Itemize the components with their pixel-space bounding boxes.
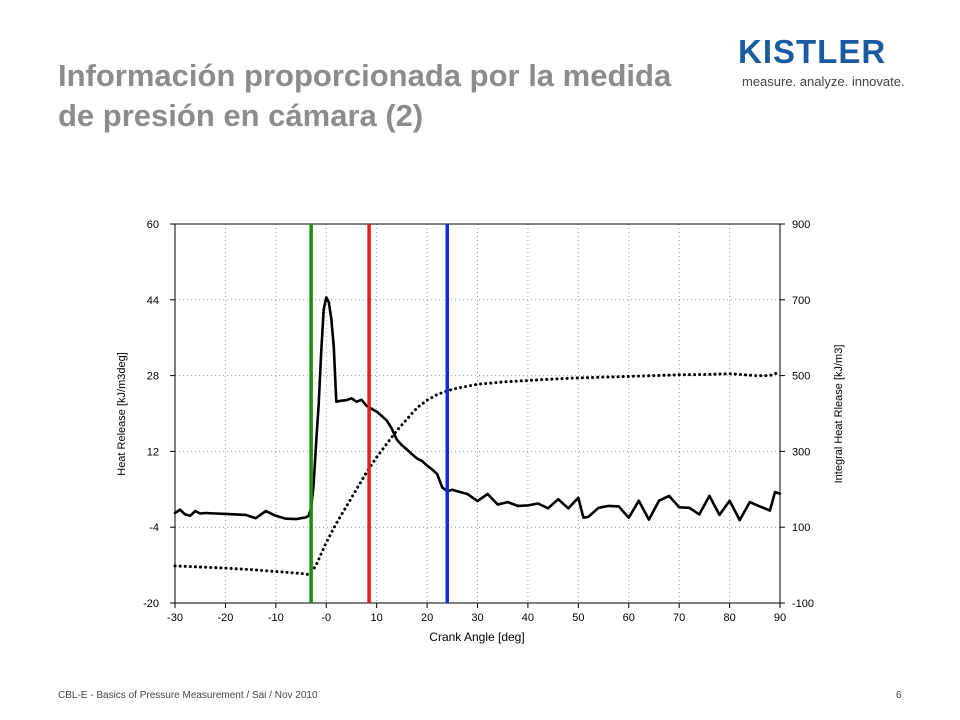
y2-tick-label: 700 — [792, 295, 810, 307]
heat-release-chart: -30 -20 -10 -0 10 20 30 40 50 60 70 80 90 60 44 28 12 -4… — [116, 219, 845, 644]
y-tick-label: -4 — [149, 522, 159, 534]
y2-axis-label: Integral Heat Rlease [kJ/m3] — [833, 345, 845, 484]
y-tick-label: 44 — [147, 295, 159, 307]
x-tick-label: -10 — [268, 612, 284, 624]
y-axis-label: Heat Release [kJ/m3deg] — [116, 352, 128, 476]
x-tick-label: 80 — [723, 612, 735, 624]
chart-grid — [175, 224, 780, 603]
x-tick-label: 70 — [673, 612, 685, 624]
page-number: 6 — [896, 690, 902, 701]
slide-footer: CBL-E - Basics of Pressure Measurement /… — [58, 690, 318, 701]
x-tick-label: 50 — [572, 612, 584, 624]
x-axis-ticks: -30 -20 -10 -0 10 20 30 40 50 60 70 80 90 — [167, 603, 786, 624]
y-tick-label: 60 — [147, 219, 159, 231]
heat-release-line — [173, 296, 782, 522]
y2-tick-label: -100 — [792, 598, 814, 610]
y-axis-ticks: 60 44 28 12 -4 -20 — [143, 219, 175, 610]
x-tick-label: -20 — [217, 612, 233, 624]
x-tick-label: 40 — [522, 612, 534, 624]
y2-axis-ticks: 900 700 500 300 100 -100 — [780, 219, 814, 610]
y-tick-label: 12 — [147, 446, 159, 458]
x-tick-label: 30 — [471, 612, 483, 624]
y2-tick-label: 300 — [792, 446, 810, 458]
y2-tick-label: 900 — [792, 219, 810, 231]
y2-tick-label: 500 — [792, 371, 810, 383]
y2-tick-label: 100 — [792, 522, 810, 534]
x-tick-label: 60 — [623, 612, 635, 624]
kistler-logo: KISTLER measure. analyze. innovate. — [738, 34, 918, 94]
x-tick-label: -30 — [167, 612, 183, 624]
x-tick-label: -0 — [321, 612, 331, 624]
logo-brand: KISTLER — [738, 33, 887, 70]
x-tick-label: 90 — [774, 612, 786, 624]
y-tick-label: -20 — [143, 598, 159, 610]
series-group — [173, 296, 782, 577]
slide-title: Información proporcionada por la medida … — [58, 58, 672, 133]
y-tick-label: 28 — [147, 371, 159, 383]
logo-tagline: measure. analyze. innovate. — [742, 74, 905, 89]
x-tick-label: 20 — [421, 612, 433, 624]
x-tick-label: 10 — [371, 612, 383, 624]
vertical-markers — [309, 224, 449, 603]
x-axis-label: Crank Angle [deg] — [429, 630, 524, 644]
